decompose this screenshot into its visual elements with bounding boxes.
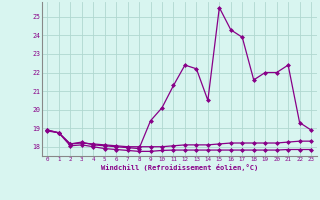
- X-axis label: Windchill (Refroidissement éolien,°C): Windchill (Refroidissement éolien,°C): [100, 164, 258, 171]
